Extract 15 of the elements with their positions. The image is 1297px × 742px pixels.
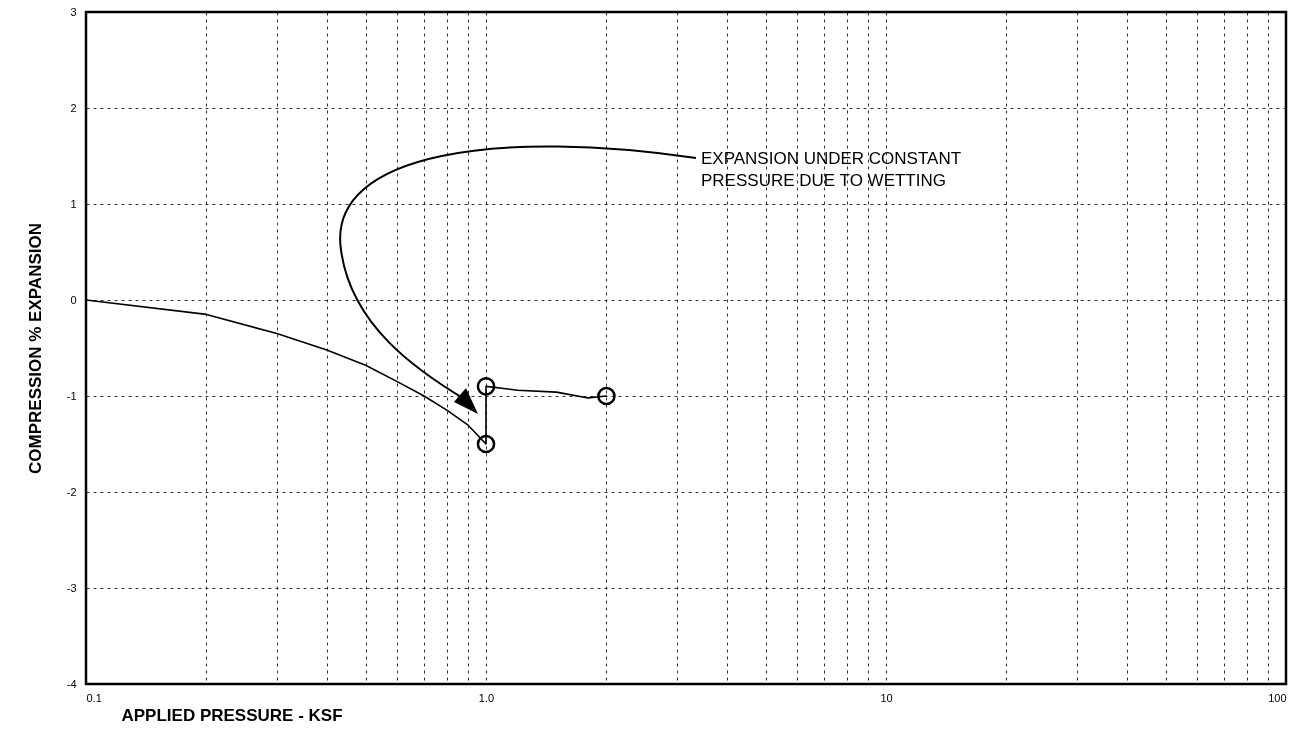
y-tick-label: 1 <box>70 197 77 210</box>
y-axis-title: COMPRESSION % EXPANSION <box>25 223 45 474</box>
y-tick-label: -4 <box>66 677 77 690</box>
x-axis-title: APPLIED PRESSURE - KSF <box>121 705 343 725</box>
x-tick-label: 100 <box>1268 691 1287 704</box>
y-tick-label: 2 <box>70 101 77 114</box>
annotation: EXPANSION UNDER CONSTANT PRESSURE DUE TO WETTING <box>701 149 962 190</box>
y-tick-label: -1 <box>66 389 77 402</box>
y-tick-label: 3 <box>70 5 77 18</box>
y-tick-label: -2 <box>66 485 77 498</box>
x-tick-label: 0.1 <box>86 691 102 704</box>
x-tick-label: 10 <box>880 691 893 704</box>
y-tick-label: 0 <box>70 293 77 306</box>
x-tick-label: 1.0 <box>478 691 495 704</box>
y-tick-label: -3 <box>66 581 77 594</box>
